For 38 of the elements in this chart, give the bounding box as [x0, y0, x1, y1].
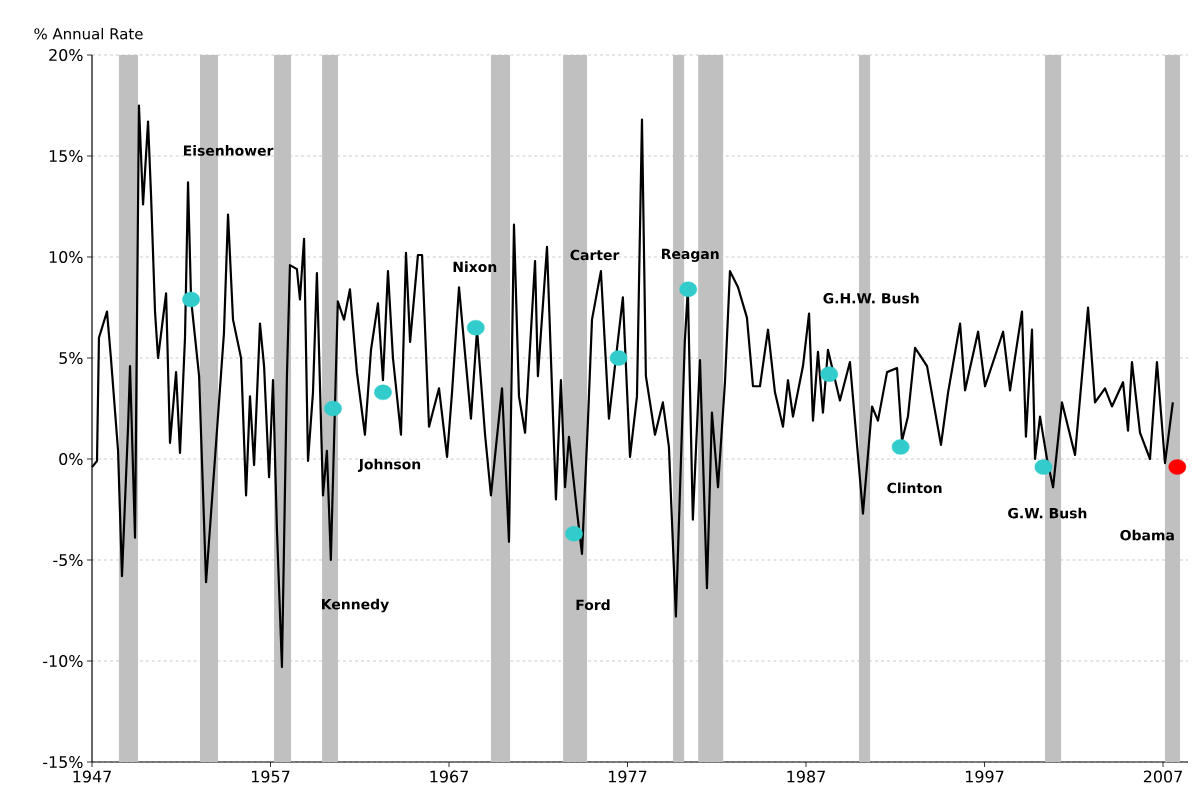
annotation: Eisenhower	[183, 145, 274, 156]
y-tick-label: 15%	[49, 149, 83, 163]
y-tick-label: 5%	[59, 351, 83, 365]
y-tick-label: -10%	[43, 654, 83, 668]
x-tick-label: 1997	[965, 770, 1004, 783]
point	[1168, 459, 1187, 475]
annotation: Clinton	[887, 482, 942, 494]
y-tick-label: 10%	[49, 250, 83, 264]
point	[466, 320, 485, 336]
x-tick-label: 1947	[73, 770, 111, 783]
point	[679, 281, 698, 298]
x-tick-label: 1957	[251, 770, 290, 783]
annotation: Carter	[570, 249, 620, 261]
point	[374, 384, 392, 401]
x-tick-label: 1987	[787, 770, 825, 783]
annotation: Kennedy	[322, 598, 389, 613]
point	[565, 526, 583, 542]
point	[324, 400, 342, 417]
annotation: Reagan	[662, 248, 719, 262]
point	[891, 439, 910, 455]
annotation: Ford	[576, 599, 610, 611]
annotation: G.W. Bush	[1008, 507, 1087, 519]
x-tick-label: 1967	[430, 770, 468, 783]
x-tick-label: 2007	[1143, 770, 1182, 783]
x-tick-label: 1977	[608, 770, 647, 783]
annotation: Obama	[1120, 529, 1174, 541]
y-axis-title: % Annual Rate	[34, 27, 143, 40]
point	[820, 366, 839, 382]
y-tick-label: -15%	[43, 755, 83, 769]
annotation: G.H.W. Bush	[823, 292, 919, 304]
point	[609, 350, 628, 366]
y-tick-label: 20%	[49, 48, 83, 62]
point	[182, 291, 200, 308]
annotation: Johnson	[357, 458, 421, 473]
y-tick-label: 0%	[59, 452, 83, 466]
annotation: Nixon	[453, 261, 497, 273]
point	[1034, 459, 1053, 475]
y-tick-label: -5%	[53, 553, 83, 567]
